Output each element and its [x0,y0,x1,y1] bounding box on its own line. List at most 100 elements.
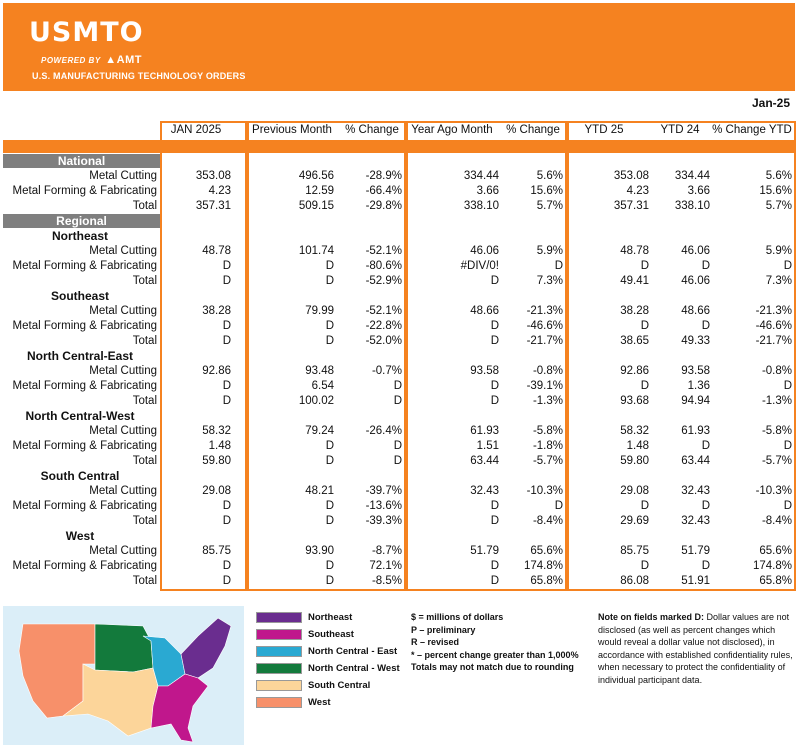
region-heading: Northeast [51,229,108,243]
column-group-border [567,121,796,591]
table-row: Total D D -39.3% D -8.4% 29.69 32.43 -8.4% [0,514,800,529]
table-cell: -8.4% [532,515,563,527]
table-cell: D [325,575,334,587]
row-label: Total [132,395,157,407]
row-label: Metal Cutting [89,170,157,182]
legend-swatch [256,628,302,640]
table-cell: 100.02 [298,395,334,407]
column-group-border [406,121,567,591]
table-cell: D [783,380,792,392]
legend-item: South Central [256,679,370,693]
legend-swatch [256,611,302,623]
row-label: Metal Cutting [89,545,157,557]
map-region-southeast [150,673,209,743]
table-cell: 338.10 [674,200,710,212]
table-cell: 1.48 [626,440,649,452]
table-cell: -39.7% [365,485,402,497]
table-cell: -46.6% [755,320,792,332]
table-row: Metal Cutting 48.78 101.74 -52.1% 46.06 5.9% 4… [0,244,800,259]
table-cell: D [490,515,499,527]
us-map-graphic [18,617,232,743]
table-cell: D [701,440,710,452]
table-cell: 86.08 [620,575,649,587]
table-cell: -22.8% [365,320,402,332]
table-cell: -52.0% [365,335,402,347]
legend-label: Southeast [308,629,354,640]
powered-by: POWERED BY ▲AMT [41,54,142,66]
header-divider-band [3,140,795,153]
table-cell: 29.08 [620,485,649,497]
table-cell: 46.06 [470,245,499,257]
table-cell: 1.48 [208,440,231,452]
table-cell: 63.44 [681,455,710,467]
legend-item: North Central - West [256,662,400,676]
table-cell: 5.7% [536,200,563,212]
table-cell: -13.6% [365,500,402,512]
row-label: Total [132,275,157,287]
table-cell: 63.44 [470,455,499,467]
table-cell: 334.44 [463,170,499,182]
table-cell: D [490,335,499,347]
table-row: Metal Forming & Fabricating D D -22.8% D -46.… [0,319,800,334]
table-row: Metal Forming & Fabricating 1.48 D D 1.51 -1.… [0,439,800,454]
table-cell: 5.9% [536,245,563,257]
table-cell: 3.66 [687,185,710,197]
table-row: Metal Cutting 29.08 48.21 -39.7% 32.43 -10.3%… [0,484,800,499]
row-label: Total [132,515,157,527]
table-cell: -8.5% [371,575,402,587]
table-cell: 49.41 [620,275,649,287]
table-cell: 5.6% [536,170,563,182]
table-cell: D [393,395,402,407]
table-cell: -46.6% [526,320,563,332]
table-cell: D [640,500,649,512]
table-cell: 48.78 [620,245,649,257]
region-heading: West [65,529,95,543]
table-cell: -1.3% [532,395,563,407]
table-cell: 15.6% [530,185,563,197]
table-cell: -8.7% [371,545,402,557]
legend-swatch [256,645,302,657]
table-cell: -21.3% [526,305,563,317]
table-cell: D [393,380,402,392]
usmto-logo: USMTO [29,17,144,48]
table-cell: -1.8% [532,440,563,452]
table-cell: D [222,275,231,287]
table-cell: 174.8% [523,560,563,572]
table-cell: 61.93 [681,425,710,437]
report-subtitle: U.S. MANUFACTURING TECHNOLOGY ORDERS [32,71,246,81]
table-cell: D [222,395,231,407]
table-row: Total D D -52.0% D -21.7% 38.65 49.33 -21.7% [0,334,800,349]
powered-by-text: POWERED BY [41,56,101,65]
column-group-border [160,121,247,591]
note-line: P – preliminary [411,624,476,635]
column-header: YTD 24 [660,124,700,136]
table-cell: -0.8% [761,365,792,377]
table-cell: D [701,260,710,272]
table-cell: D [783,440,792,452]
table-cell: -10.3% [755,485,792,497]
table-cell: D [640,320,649,332]
region-heading: South Central [40,469,120,483]
table-row: Metal Cutting 353.08 496.56 -28.9% 334.44 5.6… [0,169,800,184]
header-banner: USMTO POWERED BY ▲AMT U.S. MANUFACTURING… [3,3,795,91]
table-cell: 59.80 [202,455,231,467]
table-cell: 29.08 [202,485,231,497]
map-region-north-central-west [94,623,154,673]
column-header: JAN 2025 [170,124,222,136]
table-cell: 29.69 [620,515,649,527]
amt-logo: ▲AMT [105,54,142,66]
table-cell: D [783,500,792,512]
table-cell: D [393,440,402,452]
table-cell: 79.24 [305,425,334,437]
table-cell: 5.7% [765,200,792,212]
table-cell: D [554,500,563,512]
column-header: YTD 25 [584,124,624,136]
table-cell: 357.31 [613,200,649,212]
table-cell: 7.3% [765,275,792,287]
table-cell: 65.6% [759,545,792,557]
legend-label: West [308,697,331,708]
table-cell: D [325,515,334,527]
row-label: Metal Cutting [89,485,157,497]
table-cell: 92.86 [202,365,231,377]
column-group-border [247,121,406,591]
